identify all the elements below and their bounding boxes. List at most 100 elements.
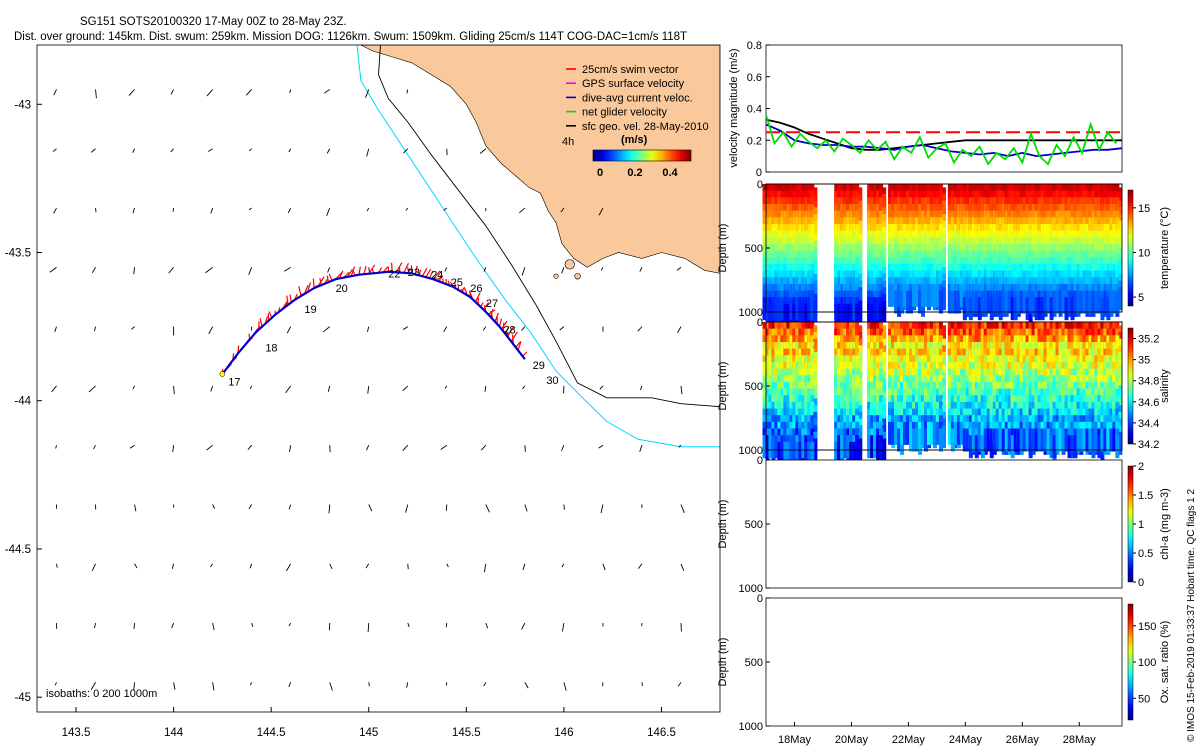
geo-velocity-arrow (640, 385, 643, 391)
velocity-y-tick-label: 0.8 (747, 40, 762, 52)
profile-sample (1118, 287, 1123, 311)
geo-velocity-arrow (402, 444, 409, 451)
geo-velocity-arrow (444, 385, 448, 389)
day-label: 19 (304, 304, 316, 316)
geo-velocity-arrow (132, 207, 136, 214)
geo-velocity-arrow (90, 148, 96, 153)
geo-velocity-arrow (521, 267, 526, 276)
geo-velocity-arrow (602, 563, 606, 571)
profile-sample (1028, 290, 1033, 314)
profile-sample (834, 303, 839, 327)
profile-sample (873, 297, 878, 321)
profile-sample (980, 290, 985, 314)
profile-sample (777, 441, 782, 465)
geo-velocity-arrow (53, 89, 57, 96)
day-label: 24 (431, 270, 443, 282)
profile-sample (777, 297, 782, 321)
profile-sample (810, 297, 815, 321)
geo-velocity-arrow (287, 207, 292, 214)
geo-velocity-arrow (245, 89, 252, 96)
geo-velocity-arrow (680, 504, 685, 513)
profile-sample (843, 303, 848, 327)
geo-velocity-arrow (479, 148, 487, 154)
glider-track (221, 270, 526, 375)
legend-time-label: 4h (562, 136, 574, 148)
day-label: 25 (451, 277, 463, 289)
profile-sample (786, 441, 791, 465)
day-label: 22 (388, 268, 400, 280)
profile-sample (935, 283, 940, 307)
profile-sample (783, 303, 788, 327)
profile-sample (783, 441, 788, 465)
geo-velocity-arrow (248, 267, 253, 275)
swim-vector-mark (286, 295, 289, 305)
profile-sample (983, 290, 988, 314)
colorbar-tick-label: 0.2 (627, 167, 642, 179)
profile-sample (1010, 297, 1015, 321)
swim-vector-mark (421, 267, 428, 277)
day-label: 17 (228, 376, 240, 388)
day-label: 30 (546, 375, 558, 387)
geo-velocity-arrow (53, 207, 57, 214)
swim-vector-mark (338, 270, 344, 279)
profile-sample (918, 290, 923, 314)
profile-sample (1103, 290, 1108, 314)
geo-velocity-arrow (366, 148, 370, 157)
day-label: 28 (503, 325, 515, 337)
profile-sample (891, 283, 896, 307)
swim-vector-mark (391, 262, 393, 273)
geo-velocity-arrow (130, 326, 135, 330)
temperature-colorbar-tick-label: 10 (1138, 247, 1150, 259)
swim-vector-mark (403, 262, 410, 274)
profile-sample (1013, 297, 1018, 321)
geo-velocity-arrow (405, 504, 409, 513)
geo-velocity-arrow (637, 326, 643, 332)
swim-vector-mark (307, 282, 312, 293)
profile-sample (1091, 290, 1096, 314)
profile-sample (926, 283, 931, 307)
profile-sample (989, 297, 994, 321)
profile-sample (768, 303, 773, 327)
geo-velocity-arrow (49, 266, 57, 273)
geo-velocity-arrow (210, 207, 214, 214)
geo-velocity-arrow (56, 563, 58, 568)
profile-sample (1079, 290, 1084, 314)
legend-colorbar (592, 149, 692, 162)
velocity-y-tick-label: 0.2 (747, 135, 762, 147)
profile-sample (1001, 290, 1006, 314)
geo-velocity-arrow (322, 326, 330, 333)
profile-sample (798, 297, 803, 321)
profile-sample (971, 290, 976, 314)
geo-velocity-arrow (326, 148, 331, 154)
profile-sample (852, 297, 857, 321)
geo-velocity-arrow (326, 207, 331, 217)
geo-velocity-arrow (95, 89, 97, 99)
profile-sample (879, 303, 884, 327)
swim-vector-mark (298, 286, 302, 297)
geo-velocity-arrow (599, 385, 604, 390)
legend-entry: 25cm/s swim vector (582, 64, 679, 76)
profile-sample (968, 297, 973, 321)
swim-vector-mark (498, 318, 503, 327)
profile-sample (1019, 290, 1024, 314)
day-label: 26 (470, 283, 482, 295)
profile-sample (1106, 297, 1111, 321)
geo-velocity-arrow (365, 563, 370, 569)
profile-sample (1094, 290, 1099, 314)
swim-vector-mark (504, 325, 510, 335)
profile-sample (801, 435, 806, 459)
profile-sample (1076, 290, 1081, 314)
geo-velocity-arrow (54, 682, 57, 686)
geo-velocity-arrow (367, 326, 370, 332)
profile-sample (804, 441, 809, 465)
profile-sample (1064, 297, 1069, 321)
profile-sample (959, 283, 964, 307)
geo-velocity-arrow (521, 326, 526, 331)
legend-entry: dive-avg current veloc. (582, 92, 693, 104)
swim-vector-mark (289, 294, 292, 303)
swim-vector-mark (312, 278, 315, 289)
geo-velocity-arrow (600, 504, 604, 514)
geo-velocity-arrow (171, 563, 175, 569)
swim-vector-mark (414, 265, 418, 275)
